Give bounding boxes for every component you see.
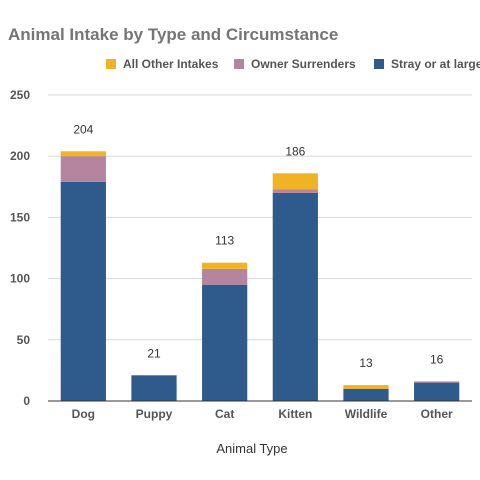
legend-label-stray-or-at-large: Stray or at large <box>391 57 480 71</box>
bar-dog-all-other-intakes <box>60 151 106 157</box>
x-tick-label-kitten: Kitten <box>278 407 312 421</box>
x-tick-label-dog: Dog <box>72 407 95 421</box>
bar-kitten-owner-surrenders <box>272 189 318 193</box>
y-tick-label: 0 <box>23 394 30 408</box>
total-labels: 204 21 113 186 13 16 <box>73 122 443 370</box>
legend: All Other Intakes Owner Surrenders Stray o… <box>106 57 480 71</box>
legend-swatch-stray-or-at-large <box>374 59 384 69</box>
bar-other-owner-surrenders <box>414 381 460 383</box>
bar-cat-stray-or-at-large <box>202 284 248 401</box>
total-label-puppy: 21 <box>147 346 161 360</box>
x-tick-label-other: Other <box>421 407 453 421</box>
x-axis-ticks: Dog Puppy Cat Kitten Wildlife Other <box>72 407 453 421</box>
total-label-other: 16 <box>430 352 444 366</box>
y-tick-label: 250 <box>10 88 30 102</box>
bar-dog-owner-surrenders <box>60 156 106 182</box>
bar-dog-stray-or-at-large <box>60 181 106 401</box>
bar-cat-owner-surrenders <box>202 268 248 285</box>
y-tick-label: 200 <box>10 149 30 163</box>
bar-wildlife-stray-or-at-large <box>343 388 389 401</box>
x-tick-label-wildlife: Wildlife <box>345 407 388 421</box>
total-label-wildlife: 13 <box>359 356 373 370</box>
legend-label-owner-surrenders: Owner Surrenders <box>251 57 356 71</box>
legend-label-all-other-intakes: All Other Intakes <box>123 57 219 71</box>
bars <box>60 151 460 401</box>
bar-kitten-stray-or-at-large <box>272 192 318 401</box>
y-axis-ticks: 0 50 100 150 200 250 <box>10 88 30 408</box>
y-tick-label: 150 <box>10 210 30 224</box>
chart-title: Animal Intake by Type and Circumstance <box>8 25 338 44</box>
legend-swatch-owner-surrenders <box>234 59 244 69</box>
bar-kitten-all-other-intakes <box>272 173 318 190</box>
x-axis-title: Animal Type <box>216 441 287 456</box>
total-label-cat: 113 <box>215 234 234 248</box>
y-tick-label: 50 <box>17 333 31 347</box>
bar-wildlife-all-other-intakes <box>343 385 389 389</box>
y-tick-label: 100 <box>10 272 30 286</box>
x-tick-label-puppy: Puppy <box>136 407 173 421</box>
bar-other-stray-or-at-large <box>414 382 460 401</box>
bar-puppy-stray-or-at-large <box>131 375 177 401</box>
total-label-dog: 204 <box>73 122 93 136</box>
bar-cat-all-other-intakes <box>202 262 248 269</box>
total-label-kitten: 186 <box>285 144 305 158</box>
legend-swatch-all-other-intakes <box>106 59 116 69</box>
gridlines <box>48 94 472 341</box>
x-tick-label-cat: Cat <box>215 407 234 421</box>
